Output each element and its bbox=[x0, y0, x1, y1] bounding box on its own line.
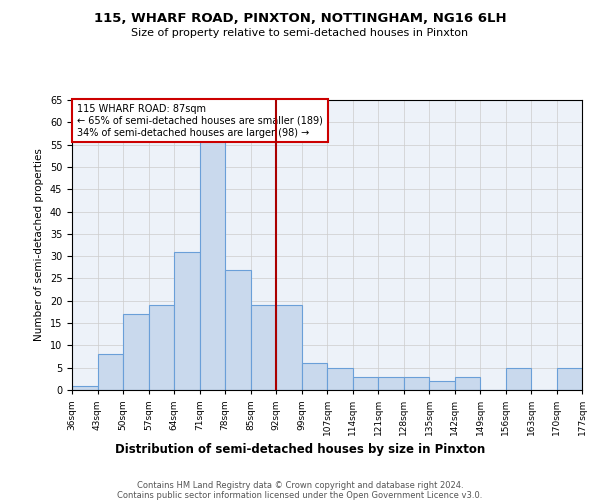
Bar bbox=[276, 305, 302, 390]
Bar bbox=[97, 354, 123, 390]
Bar bbox=[199, 136, 225, 390]
Bar bbox=[378, 376, 404, 390]
Bar bbox=[429, 381, 455, 390]
Text: Contains public sector information licensed under the Open Government Licence v3: Contains public sector information licen… bbox=[118, 491, 482, 500]
Bar bbox=[327, 368, 353, 390]
Text: Size of property relative to semi-detached houses in Pinxton: Size of property relative to semi-detach… bbox=[131, 28, 469, 38]
Bar bbox=[353, 376, 378, 390]
Bar bbox=[557, 368, 582, 390]
Bar bbox=[123, 314, 149, 390]
Bar bbox=[149, 305, 174, 390]
Bar bbox=[404, 376, 429, 390]
Text: 115 WHARF ROAD: 87sqm
← 65% of semi-detached houses are smaller (189)
34% of sem: 115 WHARF ROAD: 87sqm ← 65% of semi-deta… bbox=[77, 104, 323, 138]
Bar bbox=[72, 386, 97, 390]
Bar bbox=[225, 270, 251, 390]
Bar bbox=[251, 305, 276, 390]
Bar bbox=[174, 252, 199, 390]
Bar bbox=[455, 376, 480, 390]
Bar bbox=[505, 368, 531, 390]
Y-axis label: Number of semi-detached properties: Number of semi-detached properties bbox=[34, 148, 44, 342]
Text: Distribution of semi-detached houses by size in Pinxton: Distribution of semi-detached houses by … bbox=[115, 442, 485, 456]
Text: Contains HM Land Registry data © Crown copyright and database right 2024.: Contains HM Land Registry data © Crown c… bbox=[137, 481, 463, 490]
Bar bbox=[302, 363, 327, 390]
Text: 115, WHARF ROAD, PINXTON, NOTTINGHAM, NG16 6LH: 115, WHARF ROAD, PINXTON, NOTTINGHAM, NG… bbox=[94, 12, 506, 26]
